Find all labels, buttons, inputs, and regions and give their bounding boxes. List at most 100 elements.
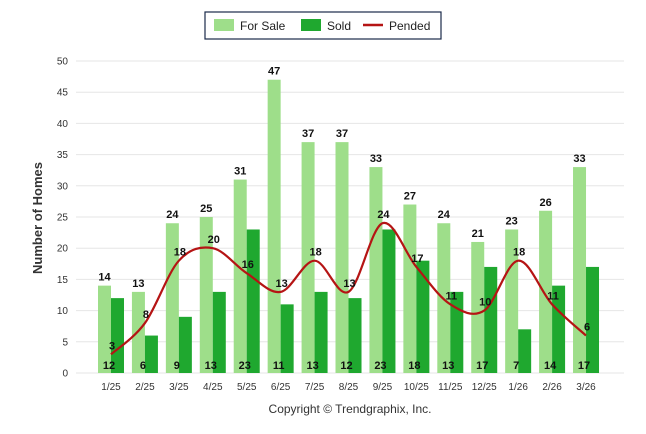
bar-for-sale-8-25	[335, 142, 349, 373]
x-tick-label-3-26: 3/26	[576, 382, 596, 393]
label-pended-8-25: 13	[343, 278, 355, 290]
y-tick-label: 30	[57, 181, 69, 192]
label-for-sale-1-25: 14	[98, 272, 111, 284]
y-tick-label: 40	[57, 119, 69, 130]
label-sold-8-25: 12	[340, 360, 352, 372]
bar-for-sale-5-25	[233, 179, 247, 373]
y-tick-label: 45	[57, 88, 69, 99]
label-pended-2-25: 8	[143, 309, 149, 321]
label-for-sale-10-25: 27	[404, 191, 416, 203]
bar-for-sale-1-25	[98, 285, 111, 373]
bar-sold-12-25	[484, 266, 498, 373]
bar-sold-1-26	[518, 329, 532, 373]
label-for-sale-3-26: 33	[573, 153, 585, 165]
label-sold-4-25: 13	[205, 360, 217, 372]
x-tick-label-6-25: 6/25	[271, 382, 291, 393]
legend-label-sold: Sold	[327, 19, 351, 33]
x-tick-label-2-26: 2/26	[542, 382, 562, 393]
label-sold-7-25: 13	[306, 360, 318, 372]
label-for-sale-11-25: 24	[438, 209, 451, 221]
label-sold-1-25: 12	[103, 360, 115, 372]
x-tick-label-1-26: 1/26	[508, 382, 528, 393]
x-tick-label-9-25: 9/25	[373, 382, 393, 393]
bar-for-sale-3-25	[165, 223, 179, 373]
bar-sold-11-25	[450, 291, 464, 373]
y-tick-label: 15	[57, 275, 69, 286]
label-for-sale-12-25: 21	[472, 228, 484, 240]
label-for-sale-2-26: 26	[539, 197, 551, 209]
bar-for-sale-4-25	[199, 217, 213, 373]
label-pended-1-25: 3	[109, 340, 115, 352]
label-for-sale-5-25: 31	[234, 166, 246, 178]
legend-box	[204, 11, 442, 40]
x-axis-ticks: 1/25 2/25 3/25 4/25 5/25 6/25 7/25 8/25 9/25 10/2…	[101, 382, 596, 393]
label-for-sale-6-25: 47	[268, 66, 280, 78]
label-sold-12-25: 17	[476, 360, 488, 372]
x-tick-label-11-25: 11/25	[438, 382, 463, 393]
y-axis-title: Number of Homes	[30, 162, 45, 274]
label-pended-11-25: 11	[445, 290, 457, 302]
bar-sold-9-25	[382, 229, 396, 373]
label-pended-5-25: 16	[242, 259, 254, 271]
y-tick-label: 50	[57, 57, 69, 68]
y-tick-label: 5	[62, 337, 68, 348]
legend-swatch-sold	[301, 19, 321, 31]
x-tick-label-3-25: 3/25	[169, 382, 189, 393]
legend-swatch-for-sale	[214, 19, 234, 31]
bar-for-sale-12-25	[471, 241, 485, 373]
bars	[98, 79, 600, 373]
label-for-sale-2-25: 13	[132, 278, 144, 290]
label-for-sale-8-25: 37	[336, 128, 348, 140]
bar-for-sale-2-26	[539, 210, 553, 373]
bar-for-sale-6-25	[267, 79, 281, 373]
bar-for-sale-7-25	[301, 142, 315, 373]
label-for-sale-7-25: 37	[302, 128, 314, 140]
x-tick-label-4-25: 4/25	[203, 382, 223, 393]
x-tick-label-1-25: 1/25	[101, 382, 121, 393]
bar-for-sale-1-26	[505, 229, 519, 373]
label-sold-6-25: 11	[273, 360, 285, 372]
x-tick-label-5-25: 5/25	[237, 382, 257, 393]
label-sold-9-25: 23	[374, 360, 386, 372]
bar-sold-5-25	[246, 229, 260, 373]
label-pended-12-25: 10	[479, 297, 491, 309]
y-tick-label: 10	[57, 306, 69, 317]
bar-for-sale-3-26	[573, 167, 587, 373]
copyright-text: Copyright © Trendgraphix, Inc.	[269, 402, 432, 416]
label-for-sale-9-25: 33	[370, 153, 382, 165]
bar-sold-1-25	[111, 298, 124, 373]
label-sold-1-26: 7	[513, 360, 519, 372]
label-pended-1-26: 18	[513, 247, 525, 259]
pended-line	[110, 222, 587, 356]
bar-sold-10-25	[416, 260, 430, 373]
bar-for-sale-2-25	[131, 291, 145, 373]
x-tick-label-7-25: 7/25	[305, 382, 325, 393]
bar-sold-2-25	[144, 335, 158, 373]
label-sold-2-26: 14	[544, 360, 557, 372]
bar-sold-7-25	[314, 291, 328, 373]
label-pended-7-25: 18	[309, 247, 321, 259]
x-tick-label-12-25: 12/25	[472, 382, 497, 393]
legend: For Sale Sold Pended	[204, 11, 442, 40]
label-pended-9-25: 24	[377, 209, 390, 221]
y-tick-label: 35	[57, 150, 69, 161]
y-tick-label: 20	[57, 244, 69, 255]
x-tick-label-8-25: 8/25	[339, 382, 359, 393]
y-axis-ticks: 0 5 10 15 20 25 30 35 40 45 50	[57, 57, 69, 380]
bar-for-sale-9-25	[369, 167, 383, 373]
label-sold-5-25: 23	[239, 360, 251, 372]
label-pended-3-26: 6	[584, 322, 590, 334]
line-pended	[110, 222, 587, 356]
label-pended-10-25: 17	[411, 253, 423, 265]
x-tick-label-10-25: 10/25	[404, 382, 429, 393]
bar-sold-3-25	[178, 316, 192, 373]
bar-sold-8-25	[348, 298, 362, 373]
label-sold-3-26: 17	[578, 360, 590, 372]
label-pended-4-25: 20	[208, 234, 220, 246]
bar-sold-4-25	[212, 291, 226, 373]
x-tick-label-2-25: 2/25	[135, 382, 155, 393]
label-sold-11-25: 13	[442, 360, 454, 372]
label-for-sale-3-25: 24	[166, 209, 179, 221]
